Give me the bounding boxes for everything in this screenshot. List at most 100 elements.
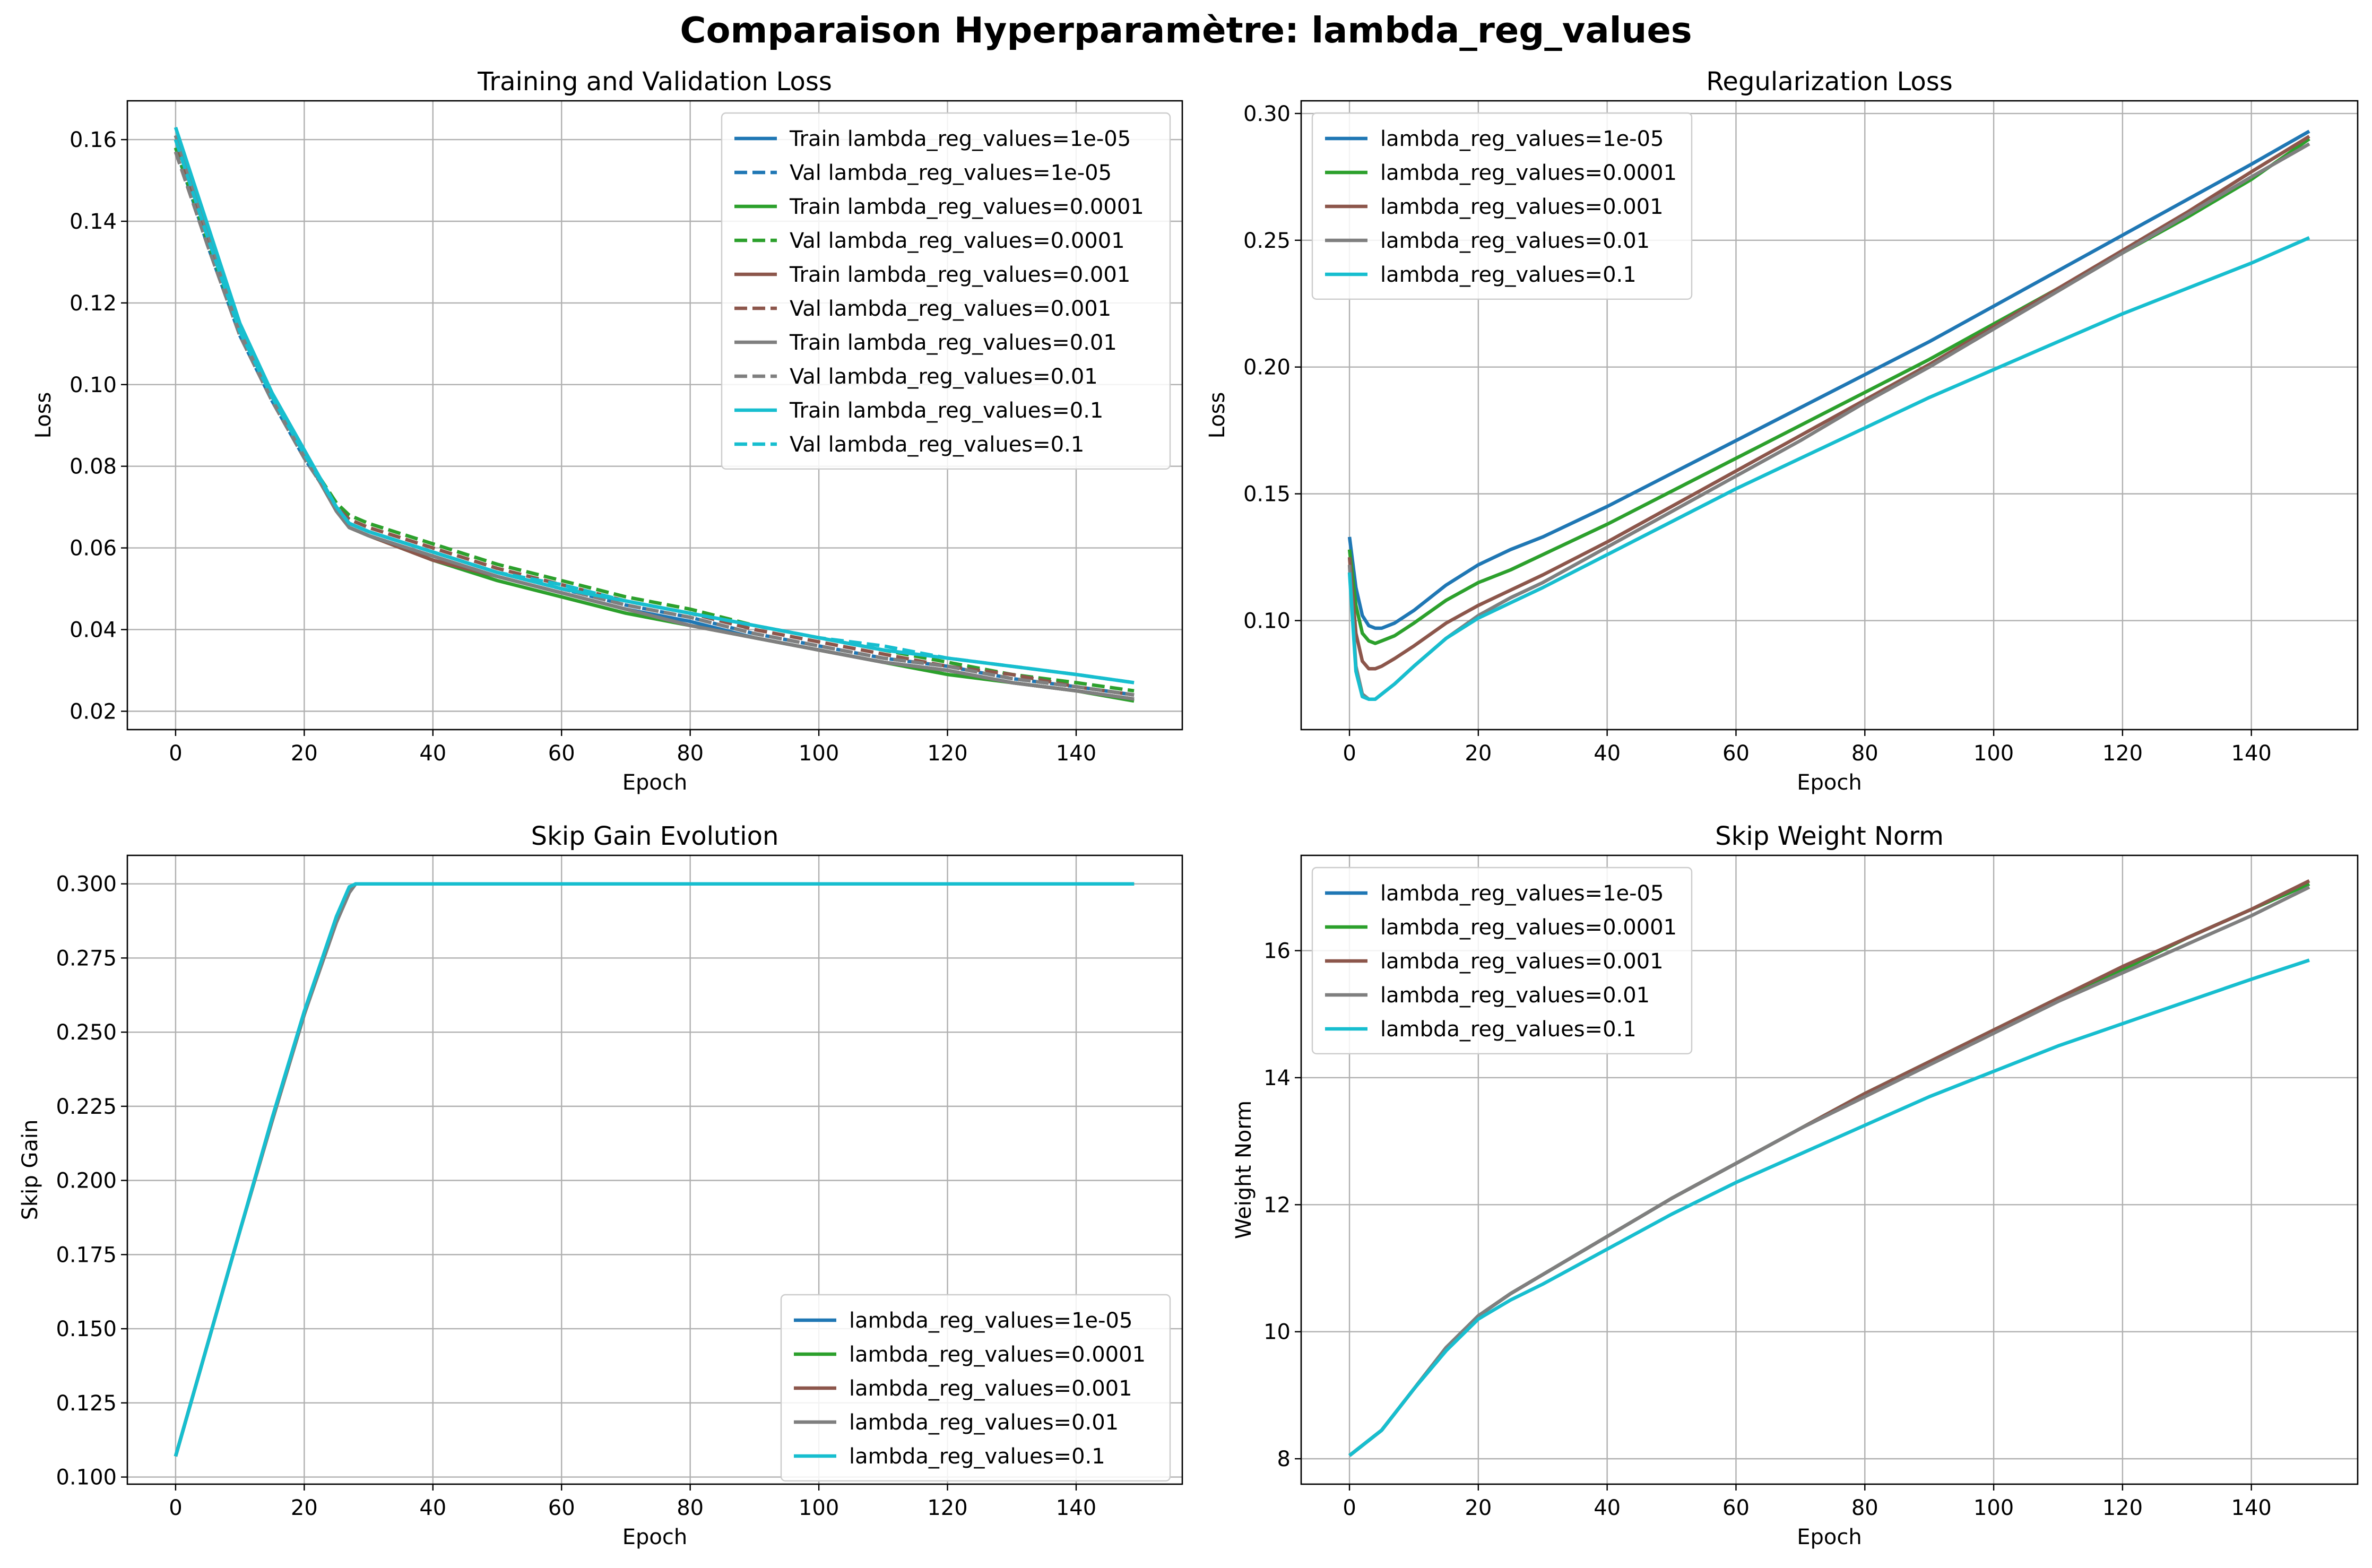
legend-label: lambda_reg_values=0.1 xyxy=(1380,1017,1637,1042)
y-tick-label: 8 xyxy=(1277,1447,1291,1471)
y-tick-label: 0.200 xyxy=(56,1169,117,1193)
legend-label: lambda_reg_values=0.1 xyxy=(849,1444,1105,1469)
x-tick-label: 100 xyxy=(1973,1496,2014,1520)
x-tick-label: 40 xyxy=(1594,741,1621,766)
legend-label: Train lambda_reg_values=0.0001 xyxy=(789,195,1144,219)
x-tick-label: 120 xyxy=(927,1496,967,1520)
y-tick-label: 0.275 xyxy=(56,946,117,971)
legend: Train lambda_reg_values=1e-05 Val lambda_… xyxy=(721,112,1171,470)
series-line xyxy=(1347,236,2310,701)
x-tick-label: 100 xyxy=(799,741,839,766)
subplot-3: 0 20 40 60 80 100 120 140 0.100 0.125 0.150 0.175 0.… xyxy=(18,821,1183,1549)
y-tick-label: 10 xyxy=(1263,1320,1291,1345)
y-tick-label: 0.30 xyxy=(1243,102,1291,126)
y-tick-label: 0.25 xyxy=(1243,229,1291,253)
y-tick-label: 16 xyxy=(1263,939,1291,964)
axes-frame xyxy=(126,854,1183,1485)
axes-frame xyxy=(1300,854,2359,1485)
subplot-title: Training and Validation Loss xyxy=(477,67,832,97)
x-tick-label: 20 xyxy=(291,741,318,766)
y-tick-label: 0.02 xyxy=(70,699,117,724)
x-tick-label: 60 xyxy=(548,741,575,766)
legend-label: lambda_reg_values=0.001 xyxy=(1380,195,1664,219)
legend-label: lambda_reg_values=0.01 xyxy=(1380,229,1650,253)
legend-label: lambda_reg_values=1e-05 xyxy=(1380,127,1664,151)
x-tick-label: 140 xyxy=(1056,1496,1096,1520)
series-line xyxy=(1348,958,2310,1457)
x-tick-label: 100 xyxy=(1973,741,2014,766)
x-axis-label: Epoch xyxy=(1797,1525,1862,1549)
legend-label: lambda_reg_values=0.0001 xyxy=(1380,915,1677,940)
legend-frame xyxy=(780,1294,1171,1482)
legend-label: lambda_reg_values=0.001 xyxy=(1380,949,1664,974)
x-tick-label: 20 xyxy=(1465,741,1492,766)
x-tick-label: 60 xyxy=(548,1496,575,1520)
legend-label: lambda_reg_values=0.01 xyxy=(1380,983,1650,1008)
y-tick-label: 0.15 xyxy=(1243,482,1291,507)
legend-frame xyxy=(1311,867,1693,1054)
legend-label: Val lambda_reg_values=0.001 xyxy=(790,297,1111,321)
x-tick-label: 140 xyxy=(1056,741,1096,766)
x-tick-label: 20 xyxy=(291,1496,318,1520)
y-tick-label: 0.10 xyxy=(1243,609,1291,634)
y-tick-label: 0.300 xyxy=(56,872,117,897)
y-tick-label: 0.10 xyxy=(70,373,117,397)
legend-label: lambda_reg_values=0.0001 xyxy=(1380,161,1677,185)
x-tick-label: 60 xyxy=(1722,1496,1750,1520)
legend-frame xyxy=(721,112,1171,470)
x-tick-label: 0 xyxy=(1343,1496,1356,1520)
x-tick-label: 80 xyxy=(677,741,704,766)
x-tick-label: 100 xyxy=(799,1496,839,1520)
legend-label: Val lambda_reg_values=1e-05 xyxy=(790,161,1112,185)
figure-title: Comparaison Hyperparamètre: lambda_reg_v… xyxy=(680,10,1692,51)
x-tick-label: 40 xyxy=(419,741,446,766)
x-tick-label: 80 xyxy=(1851,741,1878,766)
x-tick-label: 80 xyxy=(677,1496,704,1520)
legend-label: lambda_reg_values=0.01 xyxy=(849,1410,1119,1435)
x-tick-label: 0 xyxy=(1343,741,1356,766)
series-group xyxy=(174,882,1135,1457)
x-tick-label: 60 xyxy=(1722,741,1750,766)
y-tick-label: 0.14 xyxy=(70,210,117,234)
subplot-title: Skip Gain Evolution xyxy=(531,821,779,851)
x-tick-label: 120 xyxy=(2102,741,2143,766)
x-tick-label: 20 xyxy=(1465,1496,1492,1520)
legend-label: Val lambda_reg_values=0.01 xyxy=(790,365,1098,389)
legend-label: lambda_reg_values=0.0001 xyxy=(849,1342,1146,1367)
series-line xyxy=(174,126,1135,685)
x-axis-label: Epoch xyxy=(1797,770,1862,795)
subplot-4: 0 20 40 60 80 100 120 140 8 10 12 14 16 Skip Weight N… xyxy=(1232,821,2359,1549)
legend: lambda_reg_values=1e-05 lambda_reg_values… xyxy=(1311,112,1693,300)
axes-frame xyxy=(126,100,1183,731)
series-line xyxy=(1348,885,2310,1457)
legend-label: Train lambda_reg_values=0.001 xyxy=(789,263,1130,287)
legend-label: lambda_reg_values=0.1 xyxy=(1380,263,1637,287)
series-line xyxy=(1347,135,2310,671)
legend-label: Val lambda_reg_values=0.0001 xyxy=(790,229,1125,253)
y-tick-label: 0.20 xyxy=(1243,356,1291,380)
x-tick-label: 140 xyxy=(2231,1496,2272,1520)
y-tick-label: 0.04 xyxy=(70,618,117,642)
legend-label: lambda_reg_values=0.001 xyxy=(849,1376,1132,1401)
axes-frame xyxy=(1300,100,2359,731)
y-tick-label: 0.125 xyxy=(56,1391,117,1416)
y-tick-label: 0.12 xyxy=(70,291,117,316)
y-tick-label: 0.150 xyxy=(56,1317,117,1341)
series-group xyxy=(174,126,1135,703)
y-tick-label: 0.08 xyxy=(70,455,117,479)
y-axis-label: Skip Gain xyxy=(18,1120,42,1220)
legend-frame xyxy=(1311,112,1693,300)
series-group xyxy=(1347,129,2310,701)
x-tick-label: 140 xyxy=(2231,741,2272,766)
x-tick-label: 0 xyxy=(169,741,182,766)
subplot-title: Skip Weight Norm xyxy=(1715,821,1944,851)
x-axis-label: Epoch xyxy=(622,770,687,795)
y-axis-label: Weight Norm xyxy=(1232,1101,1256,1239)
series-line xyxy=(1347,129,2310,630)
y-tick-label: 0.06 xyxy=(70,536,117,561)
legend-label: lambda_reg_values=1e-05 xyxy=(1380,881,1664,906)
legend-label: Train lambda_reg_values=0.01 xyxy=(789,331,1117,355)
y-tick-label: 0.225 xyxy=(56,1095,117,1119)
